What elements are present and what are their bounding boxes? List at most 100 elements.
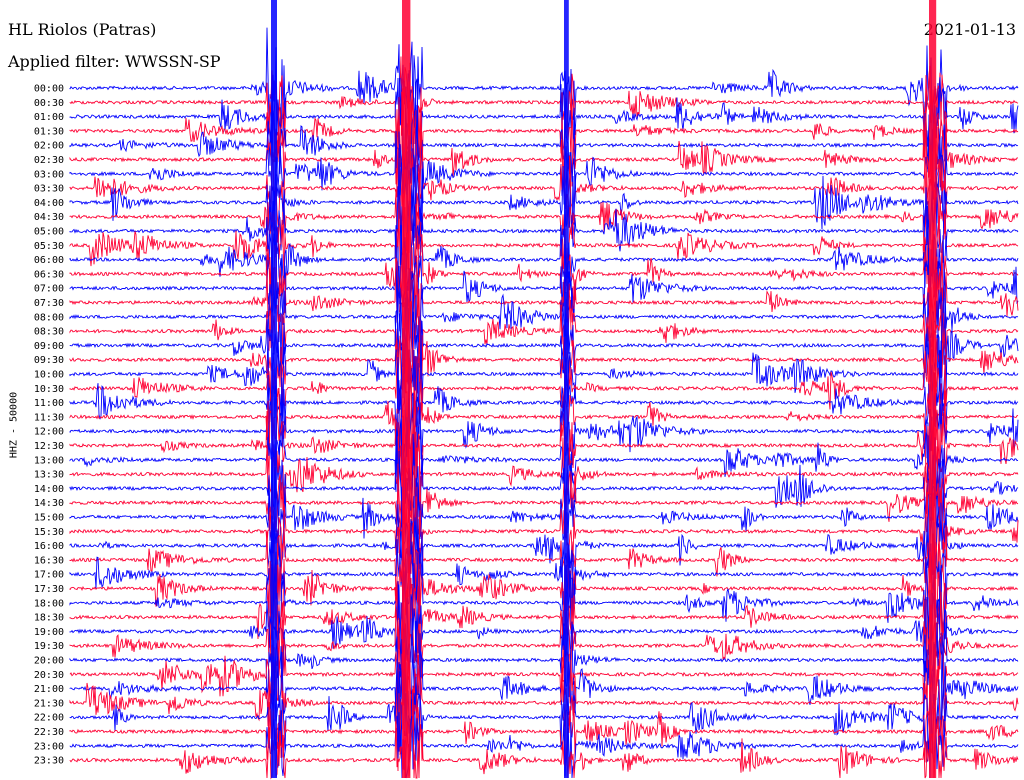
seismic-trace-line [69, 175, 1019, 256]
time-tick-label: 17:00 [34, 570, 64, 581]
time-tick-label: 00:30 [34, 98, 64, 109]
time-tick-label: 18:30 [34, 613, 64, 624]
time-tick-label: 01:30 [34, 126, 64, 137]
time-tick-label: 14:30 [34, 498, 64, 509]
seismic-trace-line [69, 618, 1019, 711]
seismic-trace-line [69, 463, 1019, 581]
seismic-trace-line [69, 70, 1019, 160]
seismic-trace-line [69, 122, 1019, 232]
time-tick-label: 04:00 [34, 198, 64, 209]
seismic-trace-line [69, 186, 1019, 271]
time-tick-label: 18:00 [34, 598, 64, 609]
time-tick-label: 21:30 [34, 698, 64, 709]
seismic-trace-line [69, 522, 1019, 603]
saturated-event-band [564, 0, 569, 778]
time-tick-label: 16:00 [34, 541, 64, 552]
time-tick-label: 10:30 [34, 384, 64, 395]
seismic-trace-line [69, 478, 1019, 568]
time-tick-label: 16:30 [34, 555, 64, 566]
saturated-event-band [929, 0, 937, 778]
seismic-trace-line [69, 192, 1019, 289]
seismic-trace-line [69, 425, 1019, 519]
time-tick-label: 06:30 [34, 269, 64, 280]
time-tick-label: 15:00 [34, 513, 64, 524]
time-tick-label: 05:00 [34, 227, 64, 238]
time-tick-label: 21:00 [34, 684, 64, 695]
time-tick-label: 20:30 [34, 670, 64, 681]
seismic-trace-line [69, 659, 1019, 770]
seismic-trace-line [69, 349, 1019, 457]
saturated-event-band [402, 0, 411, 778]
time-tick-label: 14:00 [34, 484, 64, 495]
time-tick-label: 12:00 [34, 427, 64, 438]
time-tick-label: 00:00 [34, 84, 64, 95]
time-tick-label: 05:30 [34, 241, 64, 252]
time-tick-label: 13:00 [34, 455, 64, 466]
seismic-trace-line [69, 234, 1019, 323]
seismic-trace-line [69, 584, 1019, 683]
time-tick-label: 07:30 [34, 298, 64, 309]
seismic-trace-line [69, 246, 1019, 332]
seismic-trace-line [69, 638, 1019, 725]
time-tick-label: 08:00 [34, 312, 64, 323]
seismic-trace-line [69, 416, 1019, 504]
seismic-trace-line [69, 320, 1019, 398]
seismic-trace-line [69, 440, 1019, 540]
seismic-trace-line [69, 342, 1019, 425]
time-tick-label: 04:30 [34, 212, 64, 223]
time-tick-label: 13:30 [34, 470, 64, 481]
seismic-trace-line [69, 504, 1019, 588]
time-tick-label: 09:30 [34, 355, 64, 366]
seismic-trace-line [69, 100, 1019, 196]
seismic-trace-line [69, 107, 1018, 207]
time-tick-label: 23:30 [34, 756, 64, 767]
time-tick-label: 12:30 [34, 441, 64, 452]
time-tick-label: 07:00 [34, 284, 64, 295]
time-tick-label: 17:30 [34, 584, 64, 595]
seismic-trace-line [69, 379, 1019, 465]
seismic-trace-line [69, 319, 1019, 414]
seismic-trace-line [69, 256, 1019, 355]
date-label: 2021-01-13 [923, 20, 1016, 39]
seismic-trace-line [69, 27, 1019, 144]
time-tick-label: 08:30 [34, 327, 64, 338]
time-tick-label: 22:30 [34, 727, 64, 738]
seismic-trace-line [69, 147, 1019, 242]
time-tick-label: 01:00 [34, 112, 64, 123]
time-tick-label: 11:00 [34, 398, 64, 409]
seismic-trace-line [69, 551, 1019, 650]
seismic-trace-line [69, 685, 1019, 772]
time-tick-label: 22:00 [34, 713, 64, 724]
seismic-trace-line [69, 563, 1019, 666]
time-tick-label: 09:00 [34, 341, 64, 352]
time-tick-label: 02:30 [34, 155, 64, 166]
time-tick-label: 03:30 [34, 184, 64, 195]
seismic-trace-line [69, 139, 1019, 226]
station-title: HL Riolos (Patras) [8, 20, 157, 39]
time-tick-label: 15:30 [34, 527, 64, 538]
seismic-trace-line [69, 297, 1019, 399]
time-tick-label: 20:00 [34, 656, 64, 667]
seismic-trace-line [69, 56, 1019, 156]
time-tick-label: 02:00 [34, 141, 64, 152]
seismic-trace-line [69, 651, 1019, 749]
seismic-trace-line [69, 81, 1019, 185]
seismic-trace-line [69, 635, 1019, 732]
time-tick-label: 10:00 [34, 370, 64, 381]
seismic-trace-line [69, 710, 1019, 780]
filter-label: Applied filter: WWSSN-SP [8, 52, 221, 71]
seismic-trace-line [69, 293, 1019, 376]
seismic-trace-line [69, 218, 1019, 310]
time-tick-label: 06:00 [34, 255, 64, 266]
time-tick-label: 19:00 [34, 627, 64, 638]
time-tick-label: 11:30 [34, 412, 64, 423]
time-tick-label: 03:00 [34, 169, 64, 180]
seismic-trace-line [69, 463, 1019, 541]
seismic-trace-line [69, 524, 1019, 612]
seismic-trace-line [69, 399, 1019, 498]
seismic-trace-line [69, 265, 1019, 369]
seismic-trace-line [69, 604, 1019, 682]
time-tick-label: 19:30 [34, 641, 64, 652]
